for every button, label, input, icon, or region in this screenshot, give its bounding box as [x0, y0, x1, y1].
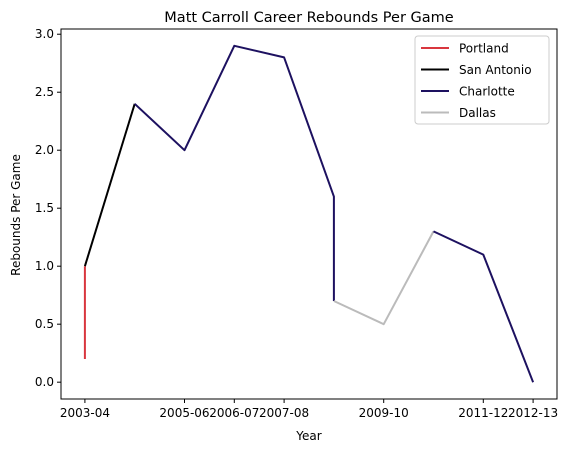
x-tick-label: 2007-08: [259, 406, 309, 420]
x-axis-label: Year: [295, 429, 321, 443]
legend-label: Portland: [459, 42, 509, 56]
legend-label: Charlotte: [459, 85, 515, 99]
series-line-charlotte-4: [433, 230, 535, 383]
series-line-dallas-3: [333, 230, 435, 326]
y-axis: 0.0 0.5 1.0 1.5 2.0 2.5 3.0: [35, 27, 61, 389]
legend-label: San Antonio: [459, 63, 532, 77]
x-tick-label: 2003-04: [60, 406, 110, 420]
y-axis-label: Rebounds Per Game: [9, 154, 23, 276]
chart-title: Matt Carroll Career Rebounds Per Game: [164, 10, 453, 26]
y-tick-label: 0.0: [35, 375, 54, 389]
y-tick-label: 0.5: [35, 317, 54, 331]
legend: Portland San Antonio Charlotte Dallas: [414, 35, 550, 125]
x-tick-label: 2012-13: [508, 406, 558, 420]
x-tick-label: 2006-07: [209, 406, 259, 420]
legend-label: Dallas: [459, 106, 496, 120]
x-tick-label: 2009-10: [359, 406, 409, 420]
x-axis: 2003-04 2005-06 2006-07 2007-08 2009-10 2011-…: [60, 399, 558, 420]
y-tick-label: 1.5: [35, 201, 54, 215]
plot-area-frame: [60, 28, 558, 400]
series-layer: [83, 44, 535, 383]
series-line-san-antonio-1: [83, 103, 136, 267]
legend-box: [414, 35, 550, 125]
series-line-charlotte-2: [134, 44, 335, 301]
y-tick-label: 2.0: [35, 143, 54, 157]
y-tick-label: 1.0: [35, 259, 54, 273]
y-tick-label: 2.5: [35, 85, 54, 99]
x-tick-label: 2005-06: [159, 406, 209, 420]
y-tick-label: 3.0: [35, 27, 54, 41]
x-tick-label: 2011-12: [458, 406, 508, 420]
